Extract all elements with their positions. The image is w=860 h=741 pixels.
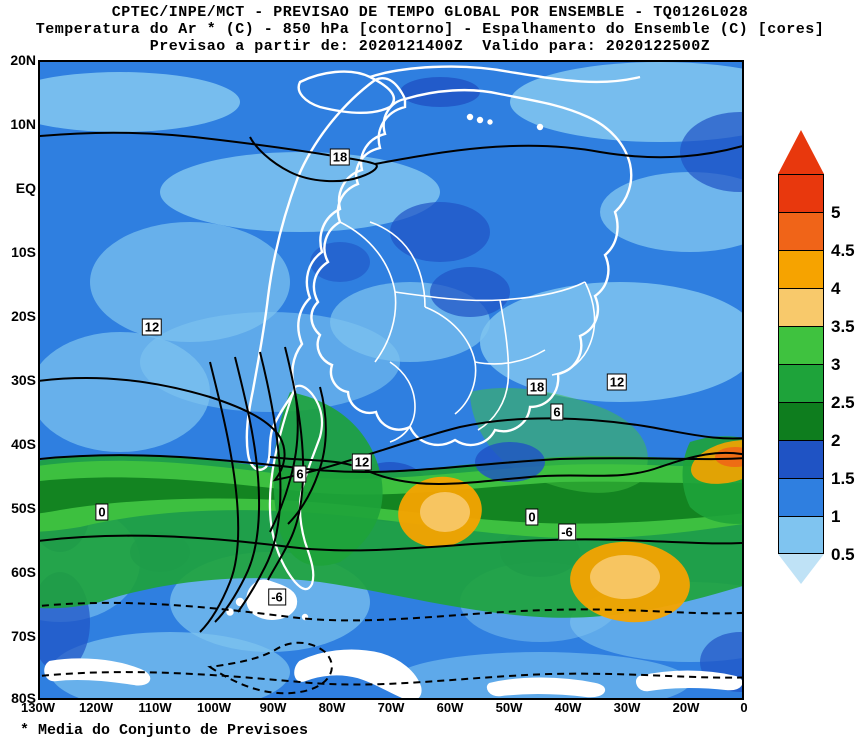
title-line-3: Previsao a partir de: 2020121400Z Valido… [0, 38, 860, 55]
y-tick-1: 10N [10, 116, 36, 132]
colorbar-label-2.5: 2.5 [831, 393, 855, 413]
y-tick-8: 60S [11, 564, 36, 580]
colorbar-seg-4[interactable]: 4 [778, 250, 824, 288]
footnote-text: * Media do Conjunto de Previsoes [20, 722, 308, 739]
x-tick-3: 100W [197, 700, 231, 715]
contour-label-neg6b: -6 [558, 524, 576, 541]
x-tick-11: 20W [673, 700, 700, 715]
colorbar-label-4.5: 4.5 [831, 241, 855, 261]
contour-label-0a: 0 [95, 504, 108, 521]
root-page: CPTEC/INPE/MCT - PREVISAO DE TEMPO GLOBA… [0, 0, 860, 741]
colorbar-label-1: 1 [831, 507, 840, 527]
colorbar-label-1.5: 1.5 [831, 469, 855, 489]
x-tick-4: 90W [260, 700, 287, 715]
title-block: CPTEC/INPE/MCT - PREVISAO DE TEMPO GLOBA… [0, 4, 860, 55]
x-tick-5: 80W [319, 700, 346, 715]
y-tick-6: 40S [11, 436, 36, 452]
contour-label-12a: 12 [142, 319, 162, 336]
colorbar-label-4: 4 [831, 279, 840, 299]
y-axis: 20N 10N EQ 10S 20S 30S 40S 50S 60S 70S 8… [0, 60, 38, 700]
x-tick-10: 30W [614, 700, 641, 715]
y-tick-7: 50S [11, 500, 36, 516]
colorbar-seg-3[interactable]: 3 [778, 326, 824, 364]
colorbar-seg-2[interactable]: 2 [778, 402, 824, 440]
colorbar-bottom-arrow [778, 554, 824, 584]
y-tick-3: 10S [11, 244, 36, 260]
y-tick-2: EQ [16, 180, 36, 196]
x-tick-0: 130W [21, 700, 55, 715]
y-tick-9: 70S [11, 628, 36, 644]
colorbar-label-3.5: 3.5 [831, 317, 855, 337]
ensemble-spread-map[interactable]: 18 18 12 12 6 6 12 0 0 -6 -6 [38, 60, 744, 700]
colorbar-label-3: 3 [831, 355, 840, 375]
contour-label-12b: 12 [607, 374, 627, 391]
colorbar-seg-4.5[interactable]: 4.5 [778, 212, 824, 250]
x-axis: 130W 120W 110W 100W 90W 80W 70W 60W 50W … [38, 700, 744, 720]
contour-label-18b: 18 [527, 379, 547, 396]
colorbar-legend[interactable]: 5 4.5 4 3.5 3 2.5 2 1.5 1 0.5 [778, 130, 824, 584]
contour-label-12c: 12 [352, 454, 372, 471]
contour-label-18a: 18 [330, 149, 350, 166]
contour-label-neg6a: -6 [268, 589, 286, 606]
y-tick-0: 20N [10, 52, 36, 68]
y-tick-5: 30S [11, 372, 36, 388]
x-tick-12: 0 [740, 700, 747, 715]
colorbar-seg-2.5[interactable]: 2.5 [778, 364, 824, 402]
contour-label-6b: 6 [550, 404, 563, 421]
x-tick-6: 70W [378, 700, 405, 715]
x-tick-1: 120W [79, 700, 113, 715]
contour-label-0b: 0 [525, 509, 538, 526]
title-line-1: CPTEC/INPE/MCT - PREVISAO DE TEMPO GLOBA… [0, 4, 860, 21]
colorbar-seg-0.5[interactable]: 0.5 [778, 516, 824, 554]
colorbar-label-0.5: 0.5 [831, 545, 855, 565]
colorbar-seg-3.5[interactable]: 3.5 [778, 288, 824, 326]
x-tick-7: 60W [437, 700, 464, 715]
colorbar-seg-1[interactable]: 1 [778, 478, 824, 516]
colorbar-label-5: 5 [831, 203, 840, 223]
y-tick-4: 20S [11, 308, 36, 324]
title-line-2: Temperatura do Ar * (C) - 850 hPa [conto… [0, 21, 860, 38]
colorbar-top-arrow [778, 130, 824, 174]
colorbar-seg-5[interactable]: 5 [778, 174, 824, 212]
x-tick-8: 50W [496, 700, 523, 715]
colorbar-seg-1.5[interactable]: 1.5 [778, 440, 824, 478]
colorbar-label-2: 2 [831, 431, 840, 451]
x-tick-2: 110W [138, 700, 171, 715]
contour-label-6a: 6 [293, 466, 306, 483]
x-tick-9: 40W [555, 700, 582, 715]
